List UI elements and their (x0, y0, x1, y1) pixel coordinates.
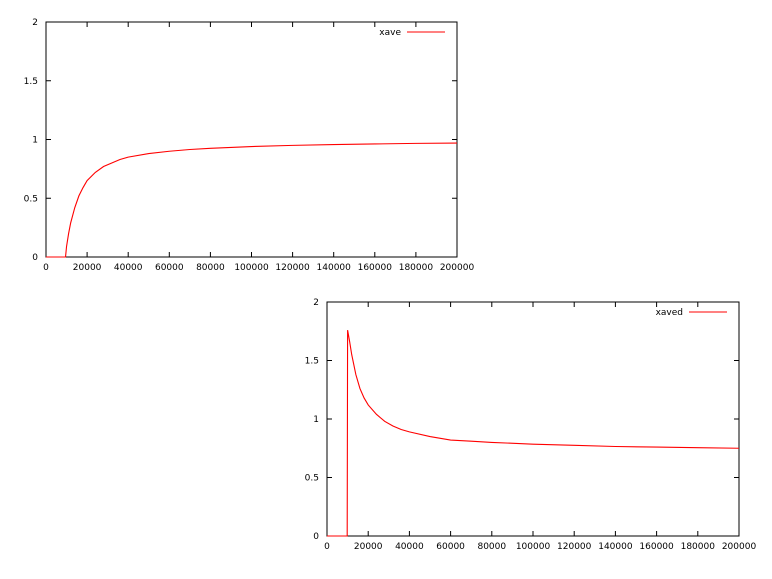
x-tick-label: 200000 (722, 542, 757, 552)
y-tick-label: 0.5 (305, 474, 319, 484)
legend-label: xaved (656, 308, 683, 318)
y-tick-label: 2 (32, 18, 38, 28)
x-tick-label: 140000 (598, 542, 633, 552)
x-tick-label: 0 (324, 542, 330, 552)
chart-1: 0 20000 40000 60000 80000 100000 120000 140000 1… (24, 18, 475, 273)
plot-frame (45, 21, 458, 258)
x-tick-label: 140000 (317, 263, 352, 273)
plot-frame (326, 301, 740, 537)
x-tick-label: 20000 (73, 263, 102, 273)
x-tick-label: 180000 (681, 542, 716, 552)
x-tick-label: 40000 (395, 542, 424, 552)
y-tick-label: 1 (32, 136, 38, 146)
x-tick-label: 120000 (557, 542, 592, 552)
y-tick-label: 0 (313, 532, 319, 542)
y-tick-label: 0 (32, 253, 38, 263)
legend-label: xave (379, 28, 401, 38)
y-tick-label: 0.5 (24, 194, 38, 204)
x-tick-label: 160000 (639, 542, 674, 552)
x-tick-label: 200000 (440, 263, 475, 273)
x-tick-label: 80000 (196, 263, 225, 273)
y-tick-label: 1.5 (305, 357, 319, 367)
x-tick-label: 20000 (354, 542, 383, 552)
series-line-xave (46, 142, 458, 258)
x-tick-label: 60000 (155, 263, 184, 273)
x-tick-label: 40000 (114, 263, 143, 273)
x-tick-label: 160000 (358, 263, 393, 273)
x-tick-label: 80000 (477, 542, 506, 552)
x-tick-label: 100000 (234, 263, 269, 273)
y-tick-label: 1 (313, 415, 319, 425)
y-tick-label: 2 (313, 298, 319, 308)
y-tick-label: 1.5 (24, 77, 38, 87)
x-tick-label: 0 (43, 263, 49, 273)
x-tick-label: 60000 (436, 542, 465, 552)
x-tick-label: 120000 (275, 263, 310, 273)
x-tick-label: 100000 (516, 542, 551, 552)
x-tick-label: 180000 (399, 263, 434, 273)
chart-2: 0 20000 40000 60000 80000 100000 120000 140000 1… (305, 298, 757, 552)
series-line-xaved (327, 329, 740, 537)
